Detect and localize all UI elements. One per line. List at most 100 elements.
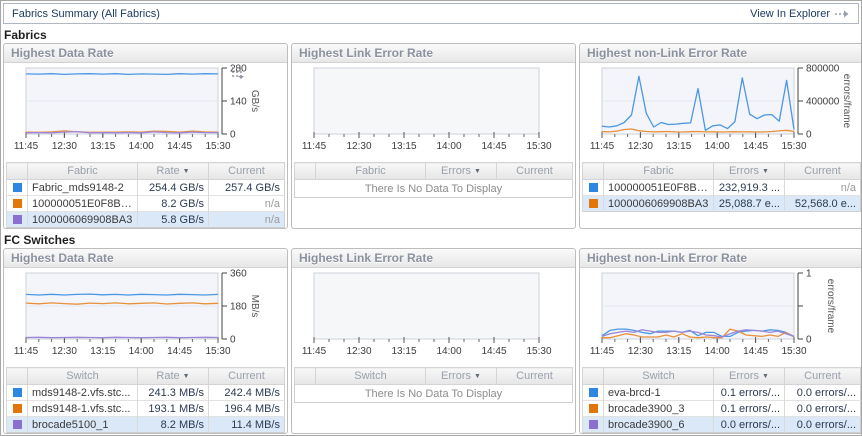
series-color-swatch	[588, 404, 598, 414]
panel-header: Highest Data Rate	[4, 44, 287, 63]
series-line	[602, 328, 795, 339]
table-row[interactable]: brocade3900_6 0.0 errors/... 0.0 errors/..…	[582, 416, 861, 433]
value-column-header[interactable]: Rate ▼	[137, 367, 209, 385]
series-line	[25, 302, 219, 305]
value-cell: 8.2 GB/s	[137, 195, 209, 212]
value-column-header[interactable]: Errors ▼	[713, 367, 785, 385]
y-axis-label: 280	[230, 64, 247, 75]
series-swatch-cell	[6, 179, 28, 196]
entity-name-cell: Fabric_mds9148-2	[27, 179, 138, 196]
dashed-right-arrow-icon	[835, 10, 849, 17]
panel-highest-non-link-error-rate: Highest non-Link Error Rate 11:45 12:30 13:…	[579, 248, 861, 434]
entity-column-header[interactable]: Fabric	[27, 162, 138, 180]
entity-column-header[interactable]: Fabric	[315, 162, 426, 180]
value-cell: 232,919.3 ...	[713, 179, 785, 196]
table-row[interactable]: 1000006069908BA3 5.8 GB/s n/a	[6, 211, 285, 228]
value-column-header[interactable]: Rate ▼	[137, 162, 209, 180]
x-axis-label: 13:15	[90, 346, 115, 357]
swatch-column-header	[582, 367, 604, 385]
table-row[interactable]: brocade5100_1 8.2 MB/s 11.4 MB/s	[6, 416, 285, 433]
x-axis-label: 14:45	[743, 346, 768, 357]
panel-title: Highest Data Rate	[11, 46, 114, 60]
x-axis-label: 14:00	[129, 346, 154, 357]
no-data-message: There Is No Data To Display	[294, 384, 573, 403]
series-color-swatch	[12, 183, 22, 193]
x-axis-label: 15:30	[781, 141, 806, 152]
entity-column-header[interactable]: Fabric	[603, 162, 714, 180]
value-cell: 25,088.7 e...	[713, 195, 785, 212]
current-cell: 0.0 errors/...	[784, 400, 861, 417]
x-axis-label: 14:45	[167, 141, 192, 152]
x-axis-label: 14:00	[436, 346, 461, 357]
table-header-row: Fabric Errors ▼ Current	[582, 162, 861, 180]
current-cell: n/a	[784, 179, 861, 196]
series-swatch-cell	[6, 416, 28, 433]
table-row[interactable]: eva-brcd-1 0.1 errors/... 0.0 errors/...	[582, 384, 861, 401]
table-row[interactable]: 100000051E0F8BBA 232,919.3 ... n/a	[582, 179, 861, 196]
series-swatch-cell	[582, 384, 604, 401]
fc-switches-panels-row: Highest Data Rate 11:45 12:30 13:15 14:00 14:…	[3, 248, 861, 434]
view-in-explorer-link[interactable]: View In Explorer	[750, 8, 849, 20]
table-row[interactable]: brocade3900_3 0.1 errors/... 0.0 errors/..…	[582, 400, 861, 417]
swatch-column-header	[294, 162, 316, 180]
series-color-swatch	[12, 404, 22, 414]
current-cell: n/a	[208, 195, 285, 212]
panel-header: Highest Link Error Rate	[292, 249, 575, 268]
entity-column-header[interactable]: Switch	[603, 367, 714, 385]
current-column-header[interactable]: Current	[208, 367, 285, 385]
entity-column-header[interactable]: Switch	[27, 367, 138, 385]
current-column-header[interactable]: Current	[784, 367, 861, 385]
current-cell: 257.4 GB/s	[208, 179, 285, 196]
table-row[interactable]: 1000006069908BA3 25,088.7 e... 52,568.0 e.…	[582, 195, 861, 212]
chart-area: 11:45 12:30 13:15 14:00 14:45 15:30 0 400000 800…	[580, 63, 861, 161]
x-axis-label: 13:15	[666, 346, 691, 357]
chart-legend-icon[interactable]	[229, 66, 245, 79]
entity-name-cell: brocade3900_6	[603, 416, 714, 433]
value-column-header[interactable]: Errors ▼	[425, 162, 497, 180]
table-row[interactable]: mds9148-2.vfs.stc... 241.3 MB/s 242.4 MB/s	[6, 384, 285, 401]
ranking-table: Fabric Errors ▼ Current 100000051E0F8BBA 232,…	[582, 162, 861, 212]
series-color-swatch	[12, 388, 22, 398]
series-color-swatch	[588, 183, 598, 193]
y-axis-unit: errors/frame	[841, 74, 852, 129]
table-header-row: Fabric Rate ▼ Current	[6, 162, 285, 180]
panel-header: Highest Data Rate	[4, 249, 287, 268]
line-chart: 11:45 12:30 13:15 14:00 14:45 15:300 400000 800…	[590, 64, 852, 153]
x-axis-label: 14:45	[167, 346, 192, 357]
current-column-header[interactable]: Current	[208, 162, 285, 180]
line-chart: 11:45 12:30 13:15 14:00 14:45 15:300 180 360 MB/…	[14, 269, 260, 358]
table-header-row: Switch Rate ▼ Current	[6, 367, 285, 385]
table-row[interactable]: mds9148-1.vfs.stc... 193.1 MB/s 196.4 MB/s	[6, 400, 285, 417]
table-row[interactable]: 100000051E0F8BBA 8.2 GB/s n/a	[6, 195, 285, 212]
entity-column-header[interactable]: Switch	[315, 367, 426, 385]
series-swatch-cell	[6, 400, 28, 417]
ranking-table: Fabric Rate ▼ Current Fabric_mds9148-2 254.4 …	[6, 162, 285, 228]
table-header-row: Switch Errors ▼ Current	[294, 367, 573, 385]
table-row[interactable]: Fabric_mds9148-2 254.4 GB/s 257.4 GB/s	[6, 179, 285, 196]
x-axis-label: 15:30	[526, 346, 551, 357]
line-chart: 11:45 12:30 13:15 14:00 14:45 15:300 1 errors/f…	[590, 269, 836, 358]
x-axis-label: 11:45	[14, 346, 39, 357]
value-column-header[interactable]: Errors ▼	[425, 367, 497, 385]
series-line	[25, 293, 219, 296]
swatch-column-header	[6, 367, 28, 385]
x-axis-label: 11:45	[14, 141, 39, 152]
x-axis-label: 12:30	[52, 141, 77, 152]
y-axis-label: 800000	[806, 64, 840, 75]
current-column-header[interactable]: Current	[784, 162, 861, 180]
fabrics-panels-row: Highest Data Rate 11:45 12:30 13:15 14:00 14:…	[3, 43, 861, 229]
panel-title: Highest Link Error Rate	[299, 251, 434, 265]
value-cell: 193.1 MB/s	[137, 400, 209, 417]
value-column-header[interactable]: Errors ▼	[713, 162, 785, 180]
panel-header: Highest non-Link Error Rate	[580, 44, 861, 63]
x-axis-label: 15:30	[205, 346, 230, 357]
value-cell: 5.8 GB/s	[137, 211, 209, 228]
series-color-swatch	[12, 199, 22, 209]
series-swatch-cell	[582, 195, 604, 212]
x-axis-label: 11:45	[302, 141, 327, 152]
x-axis-label: 13:15	[391, 141, 416, 152]
current-column-header[interactable]: Current	[496, 162, 573, 180]
current-column-header[interactable]: Current	[496, 367, 573, 385]
section-title-fc-switches: FC Switches	[4, 233, 76, 247]
